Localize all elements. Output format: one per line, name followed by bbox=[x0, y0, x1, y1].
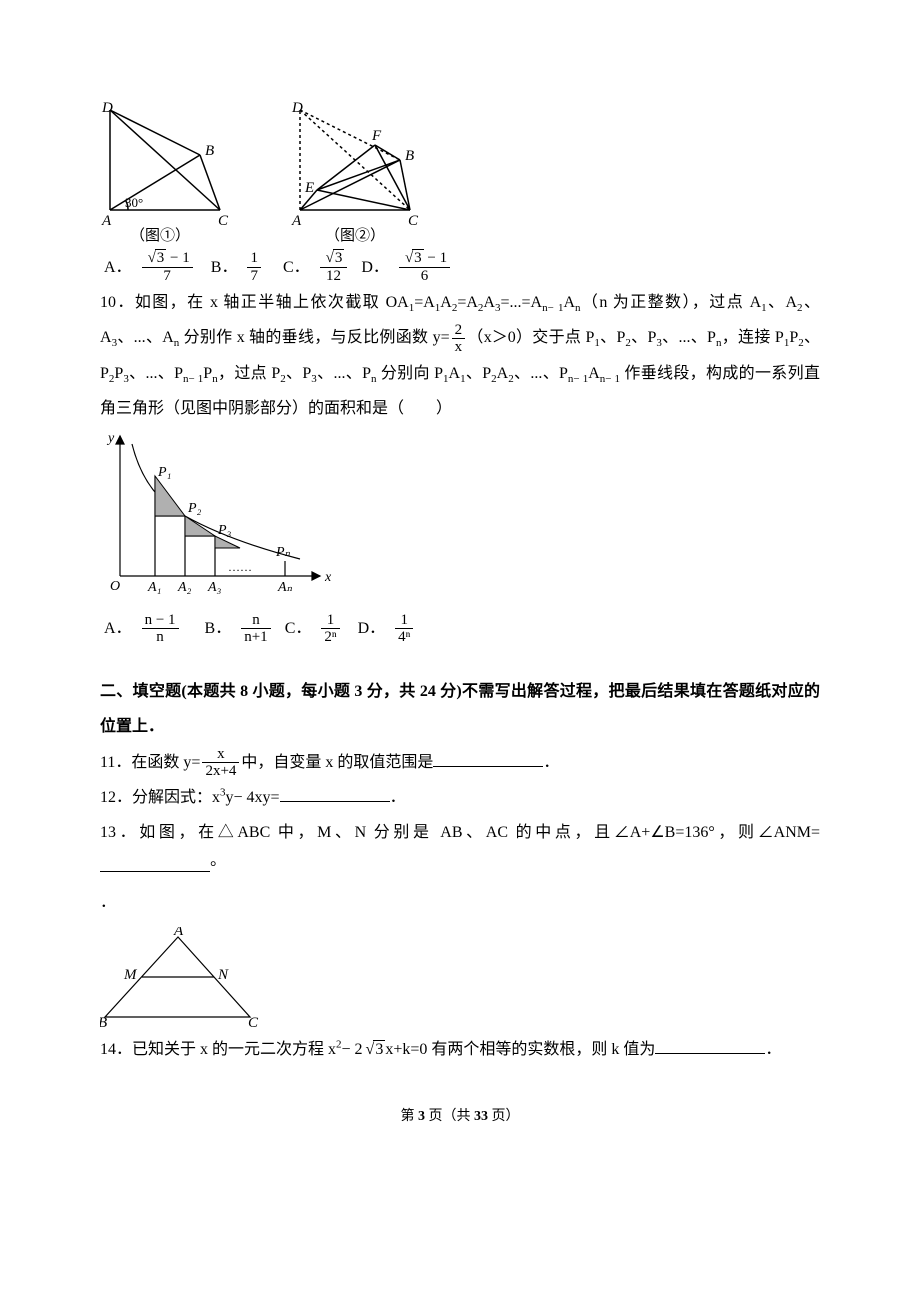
label-F: F bbox=[371, 128, 382, 144]
label-A3: A₃ bbox=[207, 580, 222, 595]
q9-svg-right: A C D B E F （图②） bbox=[290, 100, 445, 245]
q11: 11．在函数 y=x2x+4中，自变量 x 的取值范围是． bbox=[100, 745, 820, 780]
choice-D-label: D． bbox=[361, 250, 389, 285]
exam-page: A C D B 30° （图①） bbox=[0, 0, 920, 1166]
label-E: E bbox=[304, 180, 314, 196]
q9-choice-A: 3 − 1 7 bbox=[142, 250, 193, 284]
label-A: A bbox=[101, 213, 112, 229]
q11-blank bbox=[433, 750, 543, 767]
label-P2: P₂ bbox=[187, 501, 202, 516]
label-A2: A bbox=[291, 213, 302, 229]
label-P3: P₃ bbox=[217, 523, 232, 538]
q12-blank bbox=[280, 785, 390, 802]
q13-svg: A B C M N bbox=[100, 927, 270, 1032]
choice-A-label: A． bbox=[104, 250, 132, 285]
label-x: x bbox=[324, 570, 332, 585]
q13: 13．如图，在△ABC 中，M、N 分别是 AB、AC 的中点，且∠A+∠B=1… bbox=[100, 815, 820, 885]
caption-right: （图②） bbox=[325, 227, 385, 244]
q13-blank bbox=[100, 855, 210, 872]
q10-text: 10．如图，在 x 轴正半轴上依次截取 OA1=A1A2=A2A3=...=An… bbox=[100, 285, 820, 426]
section2-heading: 二、填空题(本题共 8 小题，每小题 3 分，共 24 分)不需写出解答过程，把… bbox=[100, 674, 820, 744]
q9-choices: A． 3 − 1 7 B． 1 7 C． 3 12 D． 3 − 1 6 bbox=[104, 249, 820, 285]
choice-B-label: B． bbox=[211, 250, 238, 285]
label-30: 30° bbox=[125, 195, 143, 210]
q9-choice-B: 1 7 bbox=[247, 250, 261, 284]
q9-figure-right: A C D B E F （图②） bbox=[290, 100, 445, 245]
q9-figures: A C D B 30° （图①） bbox=[100, 100, 820, 245]
label-A2: A₂ bbox=[177, 580, 192, 595]
q9-svg-left: A C D B 30° （图①） bbox=[100, 100, 250, 245]
q10-figure: O x y A₁ A₂ A₃ Aₙ P₁ P₂ P₃ Pₙ …… bbox=[100, 426, 820, 606]
label-D: D bbox=[101, 100, 113, 116]
f13-C: C bbox=[248, 1015, 259, 1031]
q10-choice-C: 1 2ⁿ bbox=[321, 612, 339, 646]
q10-choice-A: n − 1 n bbox=[142, 612, 179, 646]
label-y: y bbox=[106, 431, 115, 446]
label-O: O bbox=[110, 579, 120, 594]
q13-figure: A B C M N bbox=[100, 927, 820, 1032]
f13-B: B bbox=[100, 1015, 107, 1031]
label-P1: P₁ bbox=[157, 465, 171, 480]
q9-figure-left: A C D B 30° （图①） bbox=[100, 100, 250, 245]
q14-blank bbox=[655, 1037, 765, 1054]
f13-N: N bbox=[217, 967, 229, 983]
q13-end: ． bbox=[100, 885, 820, 920]
q14: 14．已知关于 x 的一元二次方程 x2− 23x+k=0 有两个相等的实数根，… bbox=[100, 1032, 820, 1067]
q10-choice-B: n n+1 bbox=[241, 612, 270, 646]
label-B2: B bbox=[405, 148, 414, 164]
q9-choice-D: 3 − 1 6 bbox=[399, 250, 450, 284]
f13-A: A bbox=[173, 927, 184, 939]
q10-choice-D: 1 4ⁿ bbox=[395, 612, 413, 646]
label-An: Aₙ bbox=[277, 580, 293, 595]
q12: 12．分解因式：x3y− 4xy=． bbox=[100, 780, 820, 815]
choice-C-label: C． bbox=[283, 250, 310, 285]
label-C: C bbox=[218, 213, 229, 229]
label-dots: …… bbox=[228, 560, 252, 574]
label-Pn: Pₙ bbox=[275, 545, 291, 560]
label-D2: D bbox=[291, 100, 303, 116]
caption-left: （图①） bbox=[130, 227, 190, 244]
label-B: B bbox=[205, 143, 214, 159]
q9-choice-C: 3 12 bbox=[320, 250, 348, 284]
page-footer: 第 3 页（共 33 页） bbox=[100, 1107, 820, 1127]
label-A1: A₁ bbox=[147, 580, 161, 595]
q10-svg: O x y A₁ A₂ A₃ Aₙ P₁ P₂ P₃ Pₙ …… bbox=[100, 426, 340, 606]
q10-choices: A． n − 1 n B． n n+1 C． 1 2ⁿ D． 1 4ⁿ bbox=[104, 610, 820, 646]
f13-M: M bbox=[123, 967, 138, 983]
label-C2: C bbox=[408, 213, 419, 229]
